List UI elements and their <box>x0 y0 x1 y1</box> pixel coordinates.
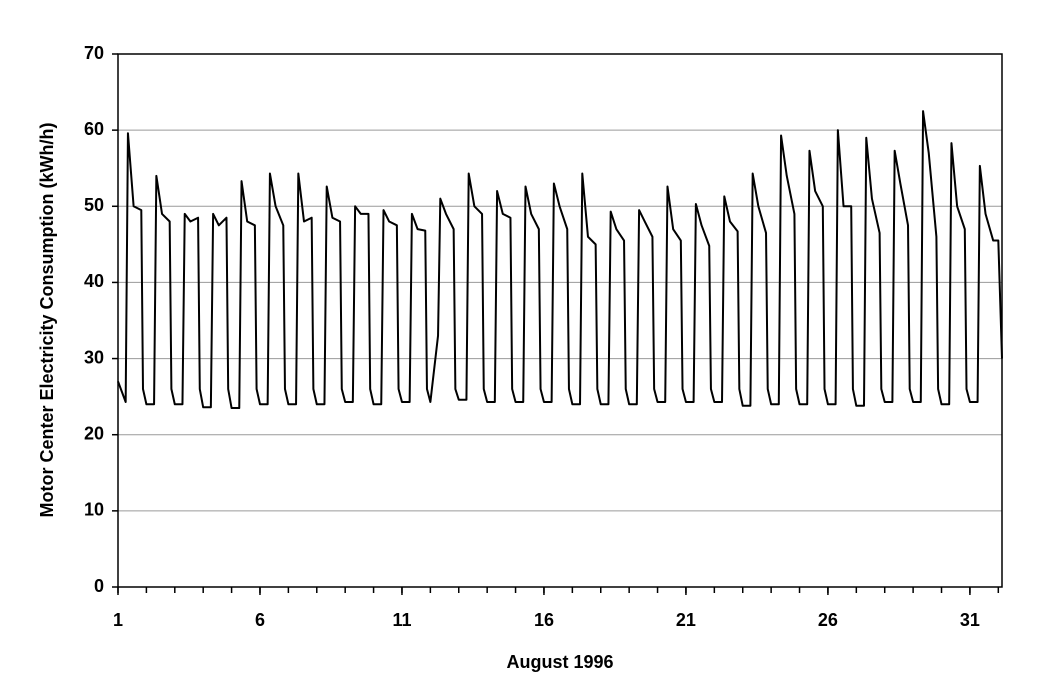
x-tick-label: 16 <box>534 610 554 630</box>
y-tick-label: 30 <box>84 347 104 367</box>
x-tick-label: 31 <box>960 610 980 630</box>
y-tick-label: 20 <box>84 423 104 443</box>
x-tick-label: 21 <box>676 610 696 630</box>
data-line <box>117 110 1003 410</box>
y-tick-label: 50 <box>84 195 104 215</box>
y-tick-label: 60 <box>84 119 104 139</box>
y-tick-label: 0 <box>94 576 104 596</box>
x-tick-label: 6 <box>255 610 265 630</box>
y-tick-label: 70 <box>84 43 104 63</box>
x-axis-title: August 1996 <box>506 652 613 672</box>
x-tick-label: 1 <box>113 610 123 630</box>
y-tick-label: 40 <box>84 271 104 291</box>
y-tick-label: 10 <box>84 500 104 520</box>
x-tick-label: 11 <box>392 610 411 630</box>
y-axis-title: Motor Center Electricity Consumption (kW… <box>37 122 57 517</box>
x-tick-label: 26 <box>818 610 838 630</box>
plot-frame <box>117 53 1003 588</box>
